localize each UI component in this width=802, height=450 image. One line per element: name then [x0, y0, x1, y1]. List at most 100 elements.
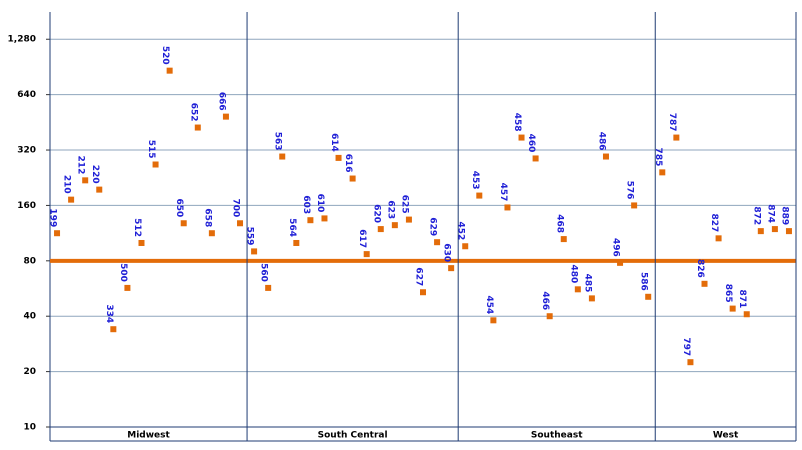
- point-label: 452: [456, 221, 466, 240]
- marker: [462, 243, 469, 250]
- point-label: 627: [414, 267, 424, 286]
- point-label: 865: [723, 284, 733, 303]
- marker: [335, 154, 342, 161]
- marker: [602, 153, 609, 160]
- marker: [251, 248, 258, 255]
- group-label: Midwest: [127, 431, 170, 441]
- point-label: 586: [639, 272, 649, 291]
- point-label: 496: [611, 238, 621, 257]
- marker: [237, 220, 244, 227]
- marker: [715, 235, 722, 242]
- marker: [222, 113, 229, 120]
- point-label: 700: [231, 198, 241, 217]
- point-label: 334: [104, 304, 114, 323]
- point-label: 199: [48, 208, 58, 227]
- group-label: South Central: [318, 431, 388, 441]
- point-label: 625: [399, 195, 409, 214]
- marker: [757, 228, 764, 235]
- marker: [152, 161, 159, 168]
- marker: [504, 204, 511, 211]
- point-label: 666: [216, 92, 226, 111]
- marker: [321, 215, 328, 222]
- point-label: 652: [188, 103, 198, 122]
- point-label: 460: [526, 134, 536, 153]
- marker: [588, 295, 595, 302]
- marker: [82, 177, 89, 184]
- point-label: 515: [146, 140, 156, 159]
- point-label: 871: [737, 289, 747, 308]
- point-label: 630: [442, 243, 452, 262]
- point-label: 453: [470, 171, 480, 190]
- marker: [617, 259, 624, 266]
- marker: [659, 169, 666, 176]
- point-label: 563: [273, 132, 283, 151]
- marker: [448, 265, 455, 272]
- marker: [771, 226, 778, 233]
- marker: [349, 175, 356, 182]
- marker: [729, 305, 736, 312]
- point-label: 559: [245, 227, 255, 246]
- marker: [194, 124, 201, 131]
- point-label: 485: [582, 274, 592, 293]
- y-tick-label: 1,280: [8, 35, 36, 45]
- point-label: 576: [625, 181, 635, 200]
- marker: [166, 67, 173, 74]
- marker: [391, 222, 398, 229]
- marker: [701, 280, 708, 287]
- point-label: 650: [174, 198, 184, 217]
- point-label: 603: [301, 195, 311, 214]
- marker: [293, 239, 300, 246]
- marker: [265, 284, 272, 291]
- y-tick-label: 40: [23, 312, 36, 322]
- point-label: 787: [667, 113, 677, 132]
- marker: [96, 186, 103, 193]
- point-label: 500: [118, 263, 128, 282]
- marker: [208, 230, 215, 237]
- point-label: 617: [357, 229, 367, 248]
- marker: [363, 251, 370, 258]
- marker: [490, 317, 497, 324]
- marker: [377, 226, 384, 233]
- point-label: 614: [329, 133, 339, 152]
- marker: [68, 196, 75, 203]
- point-label: 220: [90, 165, 100, 184]
- point-label: 785: [653, 148, 663, 167]
- marker: [124, 284, 131, 291]
- y-tick-label: 80: [23, 256, 36, 266]
- y-tick-label: 320: [17, 146, 36, 156]
- y-tick-label: 160: [17, 201, 36, 211]
- point-label: 466: [540, 291, 550, 310]
- marker: [434, 239, 441, 246]
- point-label: 468: [554, 214, 564, 233]
- marker: [532, 155, 539, 162]
- marker: [405, 216, 412, 223]
- marker: [785, 228, 792, 235]
- point-label: 874: [765, 204, 775, 223]
- point-label: 620: [371, 204, 381, 223]
- marker: [560, 236, 567, 243]
- marker: [476, 192, 483, 199]
- y-tick-label: 10: [23, 423, 36, 433]
- marker: [180, 220, 187, 227]
- marker: [574, 286, 581, 293]
- point-label: 827: [709, 214, 719, 233]
- marker: [307, 217, 314, 224]
- point-label: 623: [385, 200, 395, 219]
- point-label: 889: [779, 206, 789, 225]
- y-tick-label: 20: [23, 367, 36, 377]
- point-label: 616: [343, 154, 353, 173]
- group-label: West: [713, 431, 739, 441]
- point-label: 210: [62, 175, 72, 194]
- point-label: 512: [132, 218, 142, 237]
- point-label: 454: [484, 296, 494, 315]
- marker: [138, 239, 145, 246]
- marker: [687, 359, 694, 366]
- marker: [110, 326, 117, 333]
- point-label: 826: [695, 259, 705, 278]
- marker: [54, 230, 61, 237]
- marker: [645, 293, 652, 300]
- marker: [420, 289, 426, 296]
- point-label: 872: [751, 206, 761, 225]
- point-label: 457: [498, 183, 508, 202]
